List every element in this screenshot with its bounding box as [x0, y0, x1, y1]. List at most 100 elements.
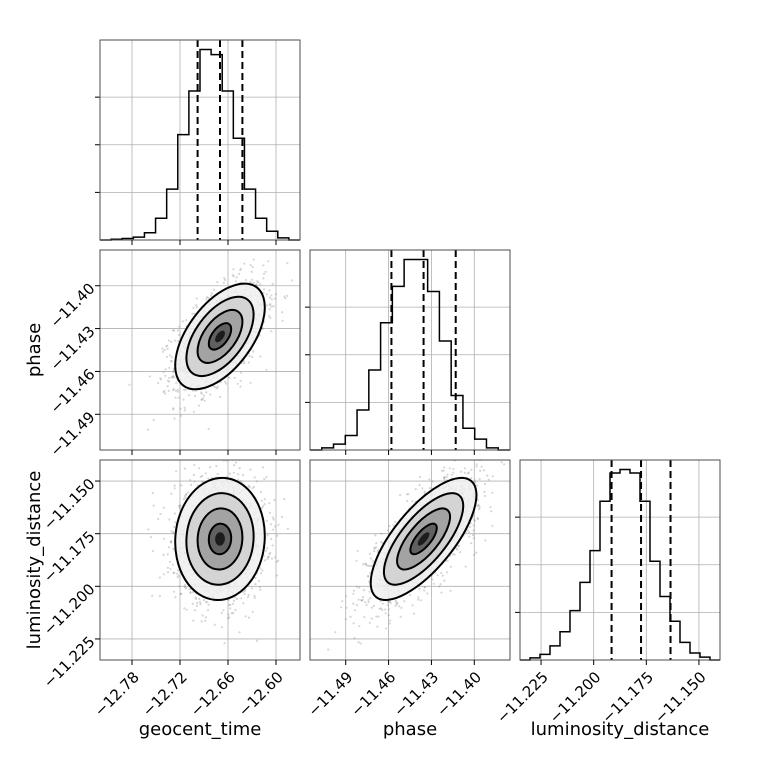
- sample-point: [185, 319, 188, 322]
- sample-point: [475, 484, 478, 487]
- sample-point: [183, 495, 186, 498]
- sample-point: [223, 380, 227, 383]
- sample-point: [149, 536, 152, 539]
- sample-point: [188, 588, 191, 591]
- sample-point: [272, 305, 275, 308]
- sample-point: [167, 571, 170, 574]
- sample-point: [472, 537, 475, 540]
- sample-point: [229, 603, 232, 607]
- sample-point: [239, 385, 242, 388]
- sample-point: [173, 571, 176, 574]
- sample-point: [219, 395, 222, 399]
- sample-point: [273, 498, 276, 502]
- sample-point: [159, 377, 162, 380]
- sample-point: [157, 382, 160, 385]
- sample-point: [175, 382, 178, 385]
- sample-point: [189, 591, 192, 594]
- sample-point: [176, 388, 180, 391]
- sample-point: [174, 396, 177, 399]
- sample-point: [179, 592, 182, 595]
- panel-frame: [309, 249, 511, 451]
- sample-point: [183, 583, 186, 587]
- sample-point: [184, 493, 187, 497]
- sample-point: [182, 398, 185, 401]
- sample-point: [234, 608, 237, 612]
- sample-point: [200, 398, 203, 401]
- sample-point: [270, 305, 273, 308]
- sample-point: [334, 631, 337, 634]
- sample-point: [358, 625, 361, 628]
- sample-point: [271, 282, 274, 285]
- sample-point: [210, 294, 213, 297]
- sample-point: [359, 642, 362, 645]
- sample-point: [177, 333, 181, 336]
- density-layer: [327, 460, 510, 651]
- sample-point: [268, 553, 271, 556]
- sample-point: [414, 488, 417, 491]
- sample-point: [373, 550, 376, 553]
- sample-point: [349, 615, 352, 619]
- sample-point: [270, 298, 273, 301]
- sample-point: [400, 606, 403, 609]
- sample-point: [252, 281, 255, 284]
- sample-point: [205, 600, 208, 604]
- sample-point: [200, 620, 203, 623]
- sample-point: [264, 549, 268, 552]
- sample-point: [173, 487, 176, 490]
- sample-point: [468, 531, 471, 534]
- sample-point: [249, 280, 252, 284]
- sample-point: [198, 598, 201, 601]
- sample-point: [192, 410, 195, 413]
- sample-point: [169, 354, 172, 357]
- sample-point: [166, 379, 169, 382]
- sample-point: [352, 622, 355, 625]
- sample-point: [175, 470, 178, 473]
- sample-point: [200, 398, 203, 401]
- sample-point: [271, 516, 274, 519]
- sample-point: [188, 394, 191, 397]
- x-axis-label-geocent_time: geocent_time: [139, 719, 262, 740]
- sample-point: [432, 582, 435, 585]
- sample-point: [286, 527, 289, 531]
- sample-point: [290, 279, 293, 282]
- sample-point: [284, 297, 287, 300]
- sample-point: [394, 520, 397, 524]
- sample-point: [256, 280, 259, 283]
- sample-point: [244, 615, 247, 618]
- density-layer: [147, 460, 289, 645]
- sample-point: [157, 517, 160, 521]
- sample-point: [370, 564, 373, 568]
- sample-point: [483, 490, 486, 493]
- sample-point: [459, 551, 462, 554]
- sample-point: [197, 404, 201, 407]
- sample-point: [367, 601, 370, 604]
- x-tick-label: −11.225: [493, 668, 552, 727]
- sample-point: [177, 574, 180, 577]
- sample-point: [472, 553, 476, 557]
- sample-point: [251, 610, 254, 613]
- x-tick-label: −11.43: [390, 668, 442, 720]
- x-tick-label: −11.40: [433, 668, 485, 720]
- sample-point: [399, 615, 402, 619]
- sample-point: [167, 339, 170, 342]
- sample-point: [174, 521, 177, 524]
- sample-point: [260, 507, 263, 510]
- sample-point: [209, 393, 212, 396]
- sample-point: [185, 608, 188, 611]
- sample-point: [476, 517, 479, 520]
- sample-point: [353, 609, 356, 612]
- sample-point: [445, 476, 448, 479]
- contour-line: [196, 507, 244, 571]
- sample-point: [452, 471, 455, 474]
- sample-point: [355, 585, 358, 588]
- sample-point: [206, 601, 209, 604]
- sample-point: [160, 378, 163, 381]
- histogram-phase: [305, 249, 511, 455]
- sample-point: [253, 476, 256, 479]
- sample-point: [380, 607, 383, 610]
- sample-point: [478, 507, 481, 511]
- sample-point: [369, 596, 372, 600]
- sample-point: [216, 281, 219, 284]
